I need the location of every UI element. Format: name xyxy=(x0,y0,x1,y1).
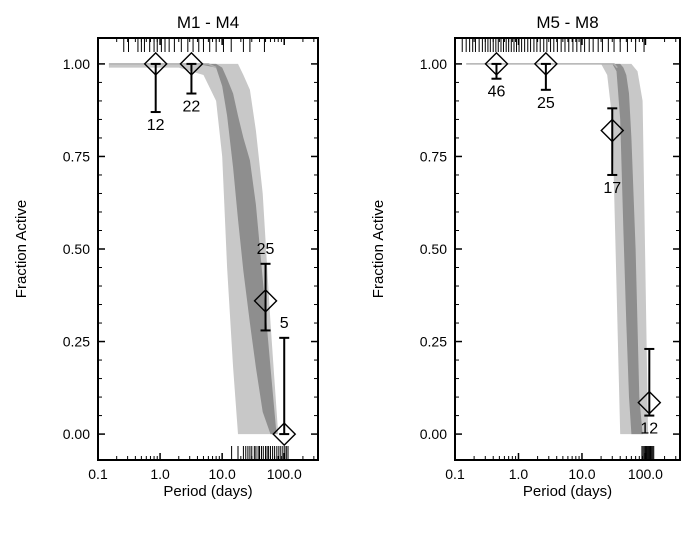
x-axis-label: Period (days) xyxy=(523,483,612,500)
y-tick-label: 0.50 xyxy=(63,241,90,257)
chart-panel-m1-m4: 0.00 0.25 0.50 0.75 1.00 0.1 1.0 10.0 100.0 M1 - … xyxy=(13,13,319,500)
chart-title: M5 - M8 xyxy=(536,13,598,32)
chart-panel-m5-m8: 0.00 0.25 0.50 0.75 1.00 0.1 1.0 10.0 100.0 M5 - … xyxy=(370,13,681,500)
y-tick-label: 0.75 xyxy=(63,148,90,164)
data-point-diamond xyxy=(272,422,297,447)
x-tick-label: 100.0 xyxy=(267,466,302,482)
chart-title: M1 - M4 xyxy=(177,13,239,32)
y-tick-label: 0.25 xyxy=(63,334,90,350)
y-axis-label: Fraction Active xyxy=(370,200,387,298)
sample-size-label: 12 xyxy=(147,117,165,134)
median-line xyxy=(108,63,217,69)
data-point-diamond xyxy=(484,51,509,76)
sample-size-label: 46 xyxy=(488,84,506,101)
data-point-diamond xyxy=(143,51,168,76)
sample-size-label: 25 xyxy=(257,241,275,258)
x-tick-label: 1.0 xyxy=(150,466,170,482)
y-tick-label: 0.00 xyxy=(420,426,447,442)
data-point-diamond xyxy=(637,390,662,415)
x-tick-label: 0.1 xyxy=(445,466,465,482)
y-axis-label: Fraction Active xyxy=(13,200,30,298)
data-point-diamond xyxy=(253,288,278,313)
sample-size-label: 17 xyxy=(603,180,621,197)
y-tick-label: 0.25 xyxy=(420,334,447,350)
y-tick-label: 0.75 xyxy=(420,148,447,164)
y-tick-label: 0.00 xyxy=(63,426,90,442)
sample-size-label: 12 xyxy=(640,421,658,438)
x-tick-label: 10.0 xyxy=(568,466,595,482)
plot-area xyxy=(466,63,649,435)
y-tick-label: 1.00 xyxy=(420,56,447,72)
confidence-band-inner xyxy=(466,63,643,435)
confidence-band-inner xyxy=(108,63,282,435)
x-tick-label: 0.1 xyxy=(88,466,108,482)
y-tick-label: 0.50 xyxy=(420,241,447,257)
x-tick-label: 10.0 xyxy=(209,466,236,482)
median-line xyxy=(466,63,618,69)
data-point-diamond xyxy=(600,118,625,143)
sample-size-label: 5 xyxy=(280,315,289,332)
data-point-diamond xyxy=(179,51,204,76)
data-point-diamond xyxy=(533,51,558,76)
x-tick-label: 100.0 xyxy=(628,466,663,482)
plot-area xyxy=(108,63,285,435)
sample-size-label: 25 xyxy=(537,95,555,112)
x-tick-label: 1.0 xyxy=(509,466,529,482)
y-tick-label: 1.00 xyxy=(63,56,90,72)
sample-size-label: 22 xyxy=(183,99,201,116)
x-axis-label: Period (days) xyxy=(163,483,252,500)
